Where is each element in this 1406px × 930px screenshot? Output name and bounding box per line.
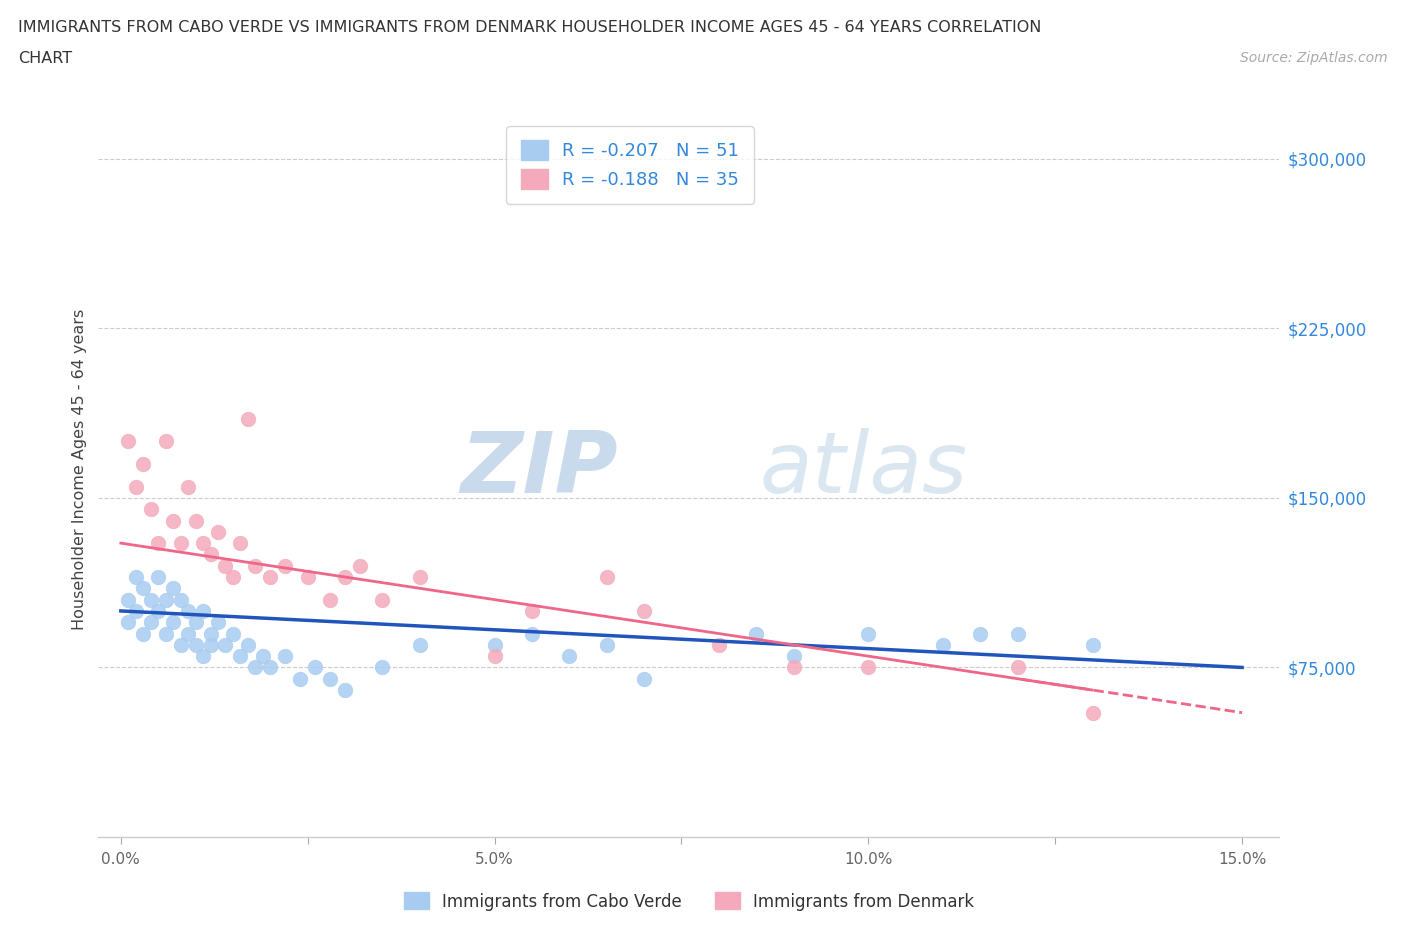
Point [117,592,139,607]
Point [1007,626,1029,641]
Point [229,649,252,664]
Point [162,615,184,630]
Point [200,637,222,652]
Point [371,592,394,607]
Point [1007,660,1029,675]
Point [319,671,342,686]
Point [633,604,655,618]
Point [162,513,184,528]
Point [274,558,297,573]
Point [148,569,170,584]
Point [333,569,356,584]
Point [191,604,214,618]
Point [184,615,207,630]
Point [409,569,432,584]
Point [745,626,768,641]
Point [155,434,177,449]
Text: IMMIGRANTS FROM CABO VERDE VS IMMIGRANTS FROM DENMARK HOUSEHOLDER INCOME AGES 45: IMMIGRANTS FROM CABO VERDE VS IMMIGRANTS… [18,20,1042,35]
Point [200,547,222,562]
Point [520,604,543,618]
Point [177,626,200,641]
Point [484,637,506,652]
Point [214,558,236,573]
Point [858,660,880,675]
Point [304,660,326,675]
Point [252,649,274,664]
Text: CHART: CHART [18,51,72,66]
Point [169,637,191,652]
Legend: Immigrants from Cabo Verde, Immigrants from Denmark: Immigrants from Cabo Verde, Immigrants f… [396,885,981,917]
Point [707,637,730,652]
Point [148,536,170,551]
Point [319,592,342,607]
Point [139,615,162,630]
Point [1081,705,1104,720]
Point [177,479,200,494]
Point [214,637,236,652]
Point [117,434,139,449]
Point [349,558,371,573]
Point [297,569,319,584]
Point [259,569,281,584]
Point [371,660,394,675]
Point [782,660,804,675]
Point [409,637,432,652]
Point [558,649,581,664]
Point [155,592,177,607]
Point [236,637,259,652]
Point [1081,637,1104,652]
Point [132,626,155,641]
Point [633,671,655,686]
Point [596,569,619,584]
Point [932,637,955,652]
Point [229,536,252,551]
Point [169,536,191,551]
Text: ZIP: ZIP [460,428,619,512]
Point [207,615,229,630]
Text: atlas: atlas [759,428,967,512]
Point [245,660,267,675]
Point [245,558,267,573]
Point [148,604,170,618]
Point [290,671,312,686]
Point [520,626,543,641]
Point [117,615,139,630]
Point [222,569,245,584]
Point [969,626,991,641]
Point [222,626,245,641]
Point [207,525,229,539]
Point [169,592,191,607]
Point [236,411,259,426]
Point [484,649,506,664]
Point [132,581,155,596]
Point [259,660,281,675]
Point [155,626,177,641]
Point [125,569,148,584]
Point [274,649,297,664]
Point [184,513,207,528]
Point [139,592,162,607]
Point [132,457,155,472]
Point [162,581,184,596]
Point [333,683,356,698]
Point [191,536,214,551]
Text: Source: ZipAtlas.com: Source: ZipAtlas.com [1240,51,1388,65]
Point [177,604,200,618]
Point [125,479,148,494]
Y-axis label: Householder Income Ages 45 - 64 years: Householder Income Ages 45 - 64 years [72,309,87,631]
Point [858,626,880,641]
Point [596,637,619,652]
Point [200,626,222,641]
Point [184,637,207,652]
Point [125,604,148,618]
Point [191,649,214,664]
Point [782,649,804,664]
Point [139,502,162,517]
